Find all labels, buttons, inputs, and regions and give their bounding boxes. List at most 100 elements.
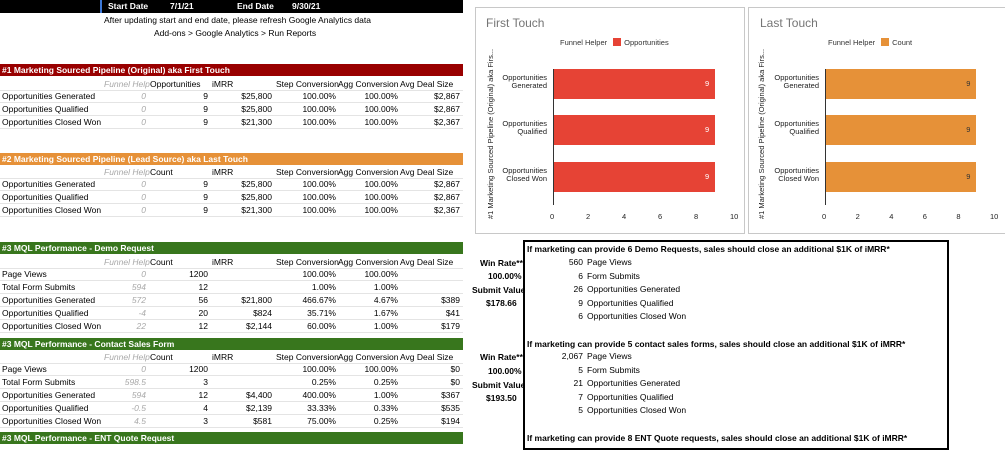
table-cell[interactable]: 100.00%	[302, 91, 336, 101]
table-cell[interactable]: 4.5	[134, 416, 146, 426]
table-cell[interactable]: $25,800	[241, 91, 272, 101]
table-cell[interactable]: 100.00%	[364, 91, 398, 101]
table-cell[interactable]: 100.00%	[364, 269, 398, 279]
table-cell[interactable]: $25,800	[241, 192, 272, 202]
table-cell[interactable]: 20	[198, 308, 208, 318]
bar[interactable]	[825, 115, 977, 145]
table-cell[interactable]: 9	[203, 192, 208, 202]
table-cell[interactable]: 100.00%	[364, 117, 398, 127]
table-cell[interactable]: 594	[131, 282, 146, 292]
table-cell[interactable]: 100.00%	[302, 104, 336, 114]
table-cell[interactable]: 12	[198, 282, 208, 292]
table-cell[interactable]: 0	[141, 192, 146, 202]
projection-value[interactable]: 5	[578, 405, 583, 415]
table-cell[interactable]: $2,139	[246, 403, 272, 413]
table-cell[interactable]: 400.00%	[302, 390, 336, 400]
table-cell[interactable]: 1200	[189, 269, 208, 279]
table-cell[interactable]: $21,300	[241, 205, 272, 215]
projection-value[interactable]: 2,067	[561, 351, 583, 361]
table-cell[interactable]: 56	[198, 295, 208, 305]
table-cell[interactable]: 4	[203, 403, 208, 413]
bar[interactable]	[553, 69, 715, 99]
table-cell[interactable]: 35.71%	[307, 308, 336, 318]
win-rate-value[interactable]: 100.00%	[488, 271, 522, 281]
table-cell[interactable]: 1.00%	[311, 282, 336, 292]
table-cell[interactable]: 0	[141, 205, 146, 215]
table-cell[interactable]: 0	[141, 104, 146, 114]
table-cell[interactable]: 1200	[189, 364, 208, 374]
table-cell[interactable]: 12	[198, 390, 208, 400]
table-cell[interactable]: $824	[253, 308, 272, 318]
bar[interactable]	[825, 162, 977, 192]
table-cell[interactable]: 1.00%	[373, 390, 398, 400]
table-cell[interactable]: $2,367	[434, 117, 460, 127]
submit-value-value[interactable]: $193.50	[486, 393, 517, 403]
table-cell[interactable]: 9	[203, 117, 208, 127]
table-cell[interactable]: $367	[441, 390, 460, 400]
table-cell[interactable]: -4	[138, 308, 146, 318]
start-date-value[interactable]: 7/1/21	[170, 1, 194, 11]
table-cell[interactable]: $2,867	[434, 91, 460, 101]
table-cell[interactable]: $179	[441, 321, 460, 331]
bar[interactable]	[553, 115, 715, 145]
table-cell[interactable]: $535	[441, 403, 460, 413]
projection-value[interactable]: 6	[578, 270, 583, 281]
table-cell[interactable]: 9	[203, 205, 208, 215]
table-cell[interactable]: 0.33%	[373, 403, 398, 413]
table-cell[interactable]: 0.25%	[373, 416, 398, 426]
projection-value[interactable]: 6	[578, 311, 583, 321]
table-cell[interactable]: 75.00%	[307, 416, 336, 426]
table-cell[interactable]: 100.00%	[364, 205, 398, 215]
table-cell[interactable]: 33.33%	[307, 403, 336, 413]
win-rate-value[interactable]: 100.00%	[488, 366, 522, 376]
projection-value[interactable]: 21	[573, 378, 583, 388]
projection-value[interactable]: 560	[568, 257, 583, 267]
table-cell[interactable]: $581	[253, 416, 272, 426]
table-cell[interactable]: $21,300	[241, 117, 272, 127]
table-cell[interactable]: 9	[203, 179, 208, 189]
table-cell[interactable]: $0	[450, 364, 460, 374]
table-cell[interactable]: -0.5	[131, 403, 146, 413]
table-cell[interactable]: 466.67%	[302, 295, 336, 305]
table-cell[interactable]: 0	[141, 364, 146, 374]
table-cell[interactable]: $2,867	[434, 192, 460, 202]
table-cell[interactable]: 0	[141, 179, 146, 189]
table-cell[interactable]: 12	[198, 321, 208, 331]
table-cell[interactable]: $4,400	[246, 390, 272, 400]
table-cell[interactable]: 100.00%	[364, 192, 398, 202]
table-cell[interactable]: 1.00%	[373, 282, 398, 292]
table-cell[interactable]: 100.00%	[302, 192, 336, 202]
table-cell[interactable]: 100.00%	[364, 104, 398, 114]
table-cell[interactable]: 0	[141, 117, 146, 127]
table-cell[interactable]	[212, 268, 272, 280]
table-cell[interactable]: 100.00%	[364, 364, 398, 374]
table-cell[interactable]: $0	[450, 377, 460, 387]
table-cell[interactable]: 22	[136, 321, 146, 331]
table-cell[interactable]	[212, 281, 272, 293]
table-cell[interactable]	[400, 281, 460, 293]
table-cell[interactable]: $2,867	[434, 179, 460, 189]
table-cell[interactable]: $2,867	[434, 104, 460, 114]
table-cell[interactable]: 1.67%	[373, 308, 398, 318]
table-cell[interactable]: 100.00%	[302, 117, 336, 127]
table-cell[interactable]: 594	[131, 390, 146, 400]
table-cell[interactable]: 9	[203, 104, 208, 114]
table-cell[interactable]	[212, 376, 272, 388]
table-cell[interactable]: 100.00%	[302, 364, 336, 374]
table-cell[interactable]: $194	[441, 416, 460, 426]
projection-value[interactable]: 26	[573, 284, 583, 294]
table-cell[interactable]: $25,800	[241, 179, 272, 189]
projection-value[interactable]: 9	[578, 297, 583, 308]
table-cell[interactable]: 0.25%	[311, 377, 336, 387]
table-cell[interactable]: 100.00%	[302, 205, 336, 215]
submit-value-value[interactable]: $178.66	[486, 298, 517, 308]
table-cell[interactable]: 0.25%	[373, 377, 398, 387]
table-cell[interactable]: 100.00%	[364, 179, 398, 189]
table-cell[interactable]: 3	[203, 377, 208, 387]
table-cell[interactable]: 0	[141, 269, 146, 279]
table-cell[interactable]: 60.00%	[307, 321, 336, 331]
table-cell[interactable]: 572	[131, 295, 146, 305]
selected-cell-marker[interactable]	[100, 0, 102, 13]
table-cell[interactable]: 4.67%	[373, 295, 398, 305]
bar[interactable]	[825, 69, 977, 99]
